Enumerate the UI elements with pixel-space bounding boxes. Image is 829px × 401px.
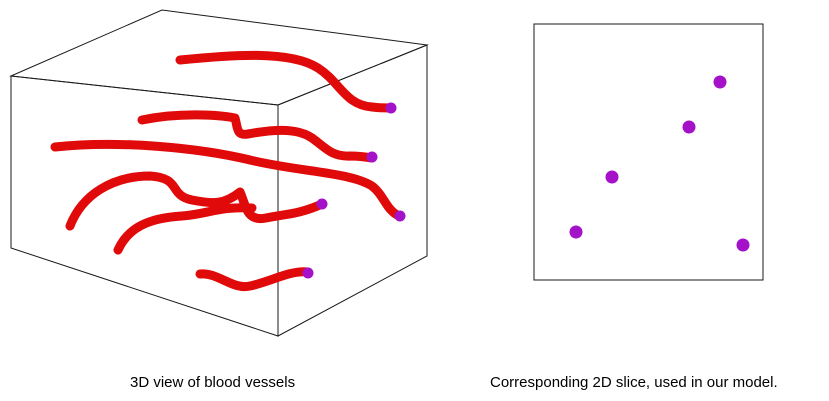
vessel-4 <box>65 171 327 231</box>
vessel-2 <box>137 110 377 163</box>
caption-3d-view: 3D view of blood vessels <box>130 374 296 391</box>
slice-point <box>713 75 727 89</box>
vessel-end-markers <box>302 102 406 279</box>
slice-frame <box>533 23 764 281</box>
vessel-end-dot <box>385 102 397 114</box>
vessel-3 <box>50 139 404 221</box>
caption-2d-slice: Corresponding 2D slice, used in our mode… <box>490 374 778 391</box>
vessel-end-dot <box>302 267 314 279</box>
slice-point <box>736 238 750 252</box>
vessel-5 <box>113 203 257 255</box>
slice-2d <box>533 23 764 281</box>
vessel-end-dot <box>394 210 406 222</box>
slice-point <box>682 120 696 134</box>
vessel-end-dot <box>366 151 378 163</box>
vessel-group <box>50 50 404 292</box>
slice-point <box>569 225 583 239</box>
vessel-end-dot <box>316 198 328 210</box>
box-side-face <box>277 44 428 337</box>
blood-vessel-box-3d <box>9 9 429 337</box>
vessel-1 <box>175 50 395 113</box>
slice-point <box>605 170 619 184</box>
vessel-6 <box>195 267 313 292</box>
